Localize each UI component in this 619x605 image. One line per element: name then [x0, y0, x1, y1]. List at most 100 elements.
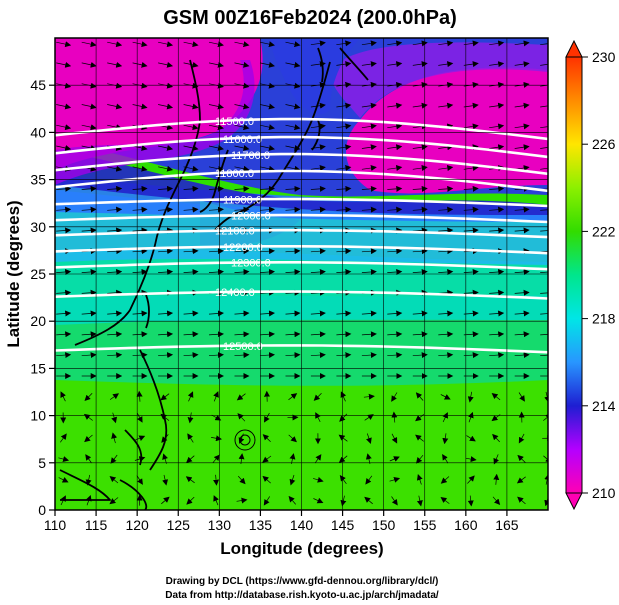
wind-arrow	[183, 352, 199, 359]
wind-arrow	[234, 248, 250, 255]
wind-arrow	[543, 455, 548, 463]
wind-arrow	[84, 392, 93, 402]
wind-arrow	[489, 331, 505, 338]
wind-arrow	[132, 352, 148, 359]
wind-arrow	[107, 248, 123, 255]
x-tick-label: 130	[208, 517, 232, 533]
wind-arrow	[234, 268, 250, 275]
wind-arrow	[81, 310, 97, 317]
wind-arrow	[208, 331, 224, 338]
wind-arrow	[208, 352, 224, 359]
wind-arrow	[208, 248, 224, 255]
wind-arrow	[60, 433, 67, 443]
wind-arrow	[336, 331, 352, 338]
wind-arrow	[132, 185, 148, 192]
wind-arrow	[234, 103, 250, 110]
wind-arrow	[288, 393, 298, 401]
wind-arrow	[544, 496, 548, 507]
wind-arrow	[361, 206, 377, 213]
wind-arrow	[285, 185, 301, 192]
wind-arrow	[387, 144, 403, 151]
wind-arrow	[514, 352, 530, 359]
wind-arrow	[186, 496, 195, 505]
wind-arrow	[339, 413, 348, 422]
wind-arrow	[540, 354, 548, 357]
contour-label: 11600.0	[223, 134, 262, 146]
wind-arrow	[109, 497, 119, 505]
wind-arrow	[540, 250, 548, 253]
wind-arrow	[160, 393, 170, 401]
wind-arrow	[183, 206, 199, 213]
wind-arrow	[438, 248, 454, 255]
x-tick-label: 155	[413, 517, 437, 533]
contour-label: 12100.0	[215, 226, 255, 238]
wind-arrow	[81, 206, 97, 213]
wind-arrow	[514, 144, 530, 151]
x-tick-label: 145	[331, 517, 355, 533]
wind-arrow	[540, 333, 548, 336]
contour-label: 12000.0	[231, 210, 271, 222]
wind-arrow	[183, 310, 199, 317]
wind-arrow	[285, 310, 301, 317]
wind-arrow	[313, 392, 322, 401]
wind-arrow	[158, 165, 174, 172]
wind-arrow	[58, 477, 69, 483]
y-tick-label: 10	[30, 408, 46, 424]
wind-arrow	[514, 289, 530, 296]
wind-arrow	[467, 495, 474, 507]
wind-arrow	[58, 456, 70, 462]
wind-vector-field	[56, 40, 548, 507]
y-tick-label: 45	[30, 77, 46, 93]
wind-arrow	[236, 497, 248, 504]
wind-arrow	[183, 103, 199, 110]
wind-arrow	[238, 453, 245, 465]
wind-arrow	[84, 434, 93, 443]
wind-arrow	[438, 310, 454, 317]
wind-arrow	[489, 268, 505, 275]
wind-arrow	[81, 289, 97, 296]
wind-arrow	[262, 475, 271, 484]
wind-arrow	[236, 393, 246, 401]
wind-arrow	[85, 454, 92, 464]
wind-arrow	[366, 433, 372, 444]
wind-arrow	[310, 206, 326, 213]
contour-label: 12300.0	[231, 258, 271, 270]
wind-arrow	[489, 185, 505, 192]
wind-arrow	[514, 123, 530, 130]
wind-arrow	[183, 268, 199, 275]
x-tick-label: 115	[85, 517, 108, 533]
wind-arrow	[109, 393, 120, 400]
wind-arrow	[389, 456, 400, 462]
y-tick-label: 25	[30, 266, 46, 282]
wind-arrow	[259, 352, 275, 359]
wind-arrow	[310, 310, 326, 317]
wind-arrow	[340, 391, 347, 402]
wind-arrow	[438, 61, 454, 68]
wind-arrow	[285, 248, 301, 255]
wind-arrow	[285, 165, 301, 172]
wind-arrow	[288, 434, 297, 443]
wind-arrow	[442, 453, 449, 464]
wind-arrow	[518, 433, 525, 444]
wind-arrow	[56, 185, 72, 192]
wind-arrow	[81, 185, 97, 192]
wind-arrow	[438, 40, 454, 47]
wind-arrow	[56, 61, 72, 68]
wind-arrow	[438, 268, 454, 275]
wind-arrow	[489, 40, 505, 47]
x-axis-label: Longitude (degrees)	[220, 539, 383, 558]
wind-arrow	[234, 41, 250, 48]
wind-arrow	[544, 391, 548, 403]
wind-arrow	[416, 474, 423, 485]
wind-arrow	[234, 165, 250, 172]
wind-arrow	[336, 102, 352, 109]
wind-arrow	[361, 165, 377, 171]
wind-arrow	[440, 394, 451, 400]
wind-arrow	[391, 392, 398, 402]
wind-arrow	[336, 268, 352, 275]
contour-label: 12200.0	[223, 242, 263, 254]
wind-arrow	[516, 476, 526, 484]
wind-arrow	[109, 475, 119, 484]
wind-arrow	[540, 105, 548, 108]
